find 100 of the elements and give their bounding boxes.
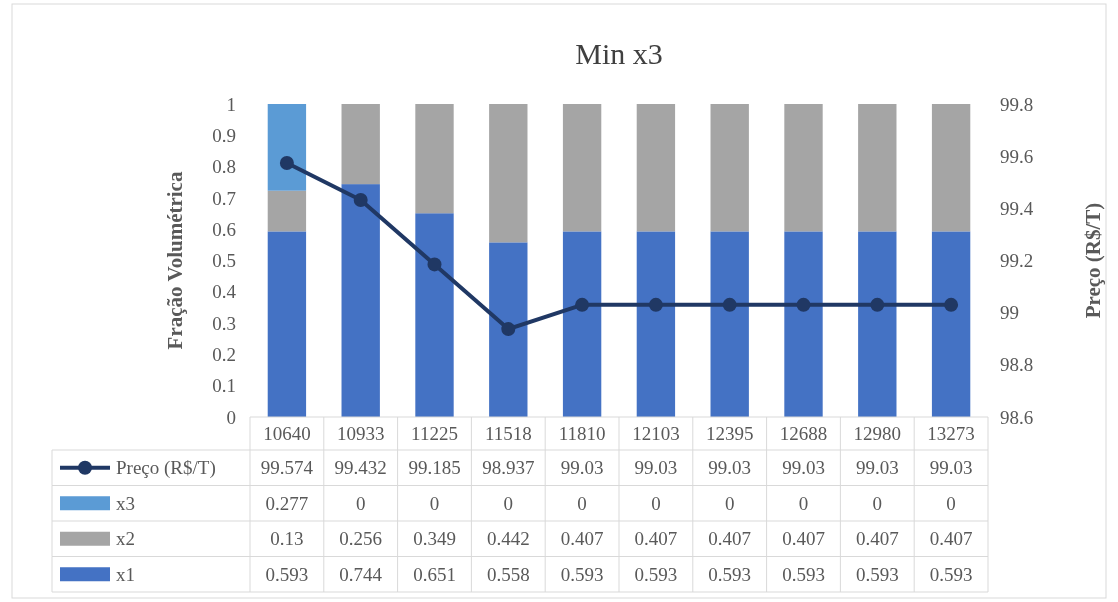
point — [722, 297, 737, 312]
x-tick-label: 10933 — [336, 423, 385, 445]
bar — [858, 104, 897, 232]
data-label: 0.558 — [486, 563, 530, 585]
data-label: 0 — [651, 492, 661, 514]
y2-tick-label: 99.6 — [1000, 145, 1034, 167]
data-label: 0 — [946, 492, 956, 514]
data-label: 0.593 — [782, 563, 825, 585]
data-label: 0.593 — [929, 563, 973, 585]
point — [648, 297, 663, 312]
point — [944, 297, 959, 312]
bar — [784, 104, 823, 232]
x-tick-label: 11810 — [558, 423, 606, 445]
x-tick-label: 10640 — [263, 423, 311, 445]
data-label: 0.744 — [339, 563, 383, 585]
y2-tick-label: 99 — [1000, 302, 1019, 324]
data-label: 0.407 — [929, 528, 973, 550]
data-label: 0 — [503, 492, 514, 514]
data-label: 0.593 — [855, 563, 899, 585]
y-tick-label: 0.1 — [212, 375, 236, 397]
legend-label: x2 — [116, 528, 135, 550]
bar — [267, 104, 307, 191]
bar — [415, 213, 454, 417]
x-tick-label: 11518 — [484, 423, 532, 445]
point — [501, 322, 516, 337]
bar — [858, 231, 897, 417]
data-label: 0.407 — [782, 528, 825, 550]
bar — [931, 231, 971, 417]
point — [353, 192, 368, 207]
bar — [636, 104, 676, 232]
data-label: 0 — [577, 492, 587, 514]
data-label: 0.407 — [560, 528, 604, 550]
x-tick-label: 12980 — [853, 423, 902, 445]
y-tick-label: 0.9 — [212, 124, 236, 146]
bar — [710, 104, 749, 232]
bar — [489, 242, 528, 417]
bar — [341, 184, 380, 417]
x-tick-label: 12103 — [632, 423, 680, 445]
y2-tick-label: 99.4 — [1000, 197, 1034, 219]
y-tick-label: 0.2 — [212, 344, 236, 366]
legend-label: x1 — [116, 563, 135, 585]
y-tick-label: 0.3 — [212, 312, 236, 334]
data-label: 99.03 — [560, 457, 604, 479]
point — [279, 155, 294, 170]
data-label: 0.442 — [486, 528, 530, 550]
y-tick-label: 0.5 — [212, 250, 236, 272]
y2-tick-label: 99.2 — [1000, 250, 1034, 272]
data-label: 99.03 — [634, 457, 678, 479]
data-label: 0.407 — [708, 528, 752, 550]
y-tick-label: 0.6 — [212, 218, 236, 240]
x-tick-label: 13273 — [927, 423, 975, 445]
data-label: 99.574 — [260, 457, 314, 479]
x-tick-label: 12688 — [779, 423, 828, 445]
legend-label: x3 — [116, 492, 135, 514]
data-label: 98.937 — [482, 457, 535, 479]
data-label: 0.593 — [265, 563, 309, 585]
bar — [636, 231, 676, 417]
data-label: 0.593 — [634, 563, 678, 585]
y-tick-label: 0.7 — [212, 187, 236, 209]
y-axis-title: Fração Volumétrica — [163, 171, 187, 350]
bar — [562, 104, 602, 232]
y-tick-label: 0.8 — [212, 156, 236, 178]
bar — [415, 104, 454, 214]
data-label: 0.593 — [560, 563, 604, 585]
bar — [267, 190, 307, 232]
bar — [341, 104, 380, 185]
data-label: 0.349 — [413, 528, 456, 550]
data-label: 0.407 — [855, 528, 899, 550]
data-label: 99.03 — [929, 457, 973, 479]
bar — [784, 231, 823, 417]
data-label: 99.432 — [334, 457, 387, 479]
x-tick-label: 12395 — [705, 423, 754, 445]
data-label: 0 — [429, 492, 440, 514]
data-label: 0.651 — [413, 563, 456, 585]
data-label: 0 — [724, 492, 735, 514]
point — [427, 257, 442, 272]
legend-label: Preço (R$/T) — [116, 457, 216, 480]
data-label: 0.256 — [339, 528, 383, 550]
y-tick-label: 0.4 — [212, 281, 237, 303]
data-label: 99.03 — [782, 457, 825, 479]
data-label: 99.03 — [855, 457, 899, 479]
data-label: 0.407 — [634, 528, 678, 550]
y2-tick-label: 98.6 — [1000, 406, 1034, 428]
bar — [710, 231, 749, 417]
y2-tick-label: 99.8 — [1000, 93, 1034, 115]
data-label: 0 — [798, 492, 809, 514]
point — [796, 297, 811, 312]
data-label: 0 — [872, 492, 883, 514]
bar — [489, 104, 528, 243]
data-label: 99.03 — [708, 457, 752, 479]
data-label: 99.185 — [408, 457, 461, 479]
bar — [562, 231, 602, 417]
y-tick-label: 1 — [226, 93, 236, 115]
y2-tick-label: 98.8 — [1000, 354, 1034, 376]
point — [870, 297, 885, 312]
data-label: 0.593 — [708, 563, 752, 585]
bar — [267, 231, 307, 417]
bar — [931, 104, 971, 232]
data-label: 0 — [355, 492, 366, 514]
point — [575, 297, 590, 312]
